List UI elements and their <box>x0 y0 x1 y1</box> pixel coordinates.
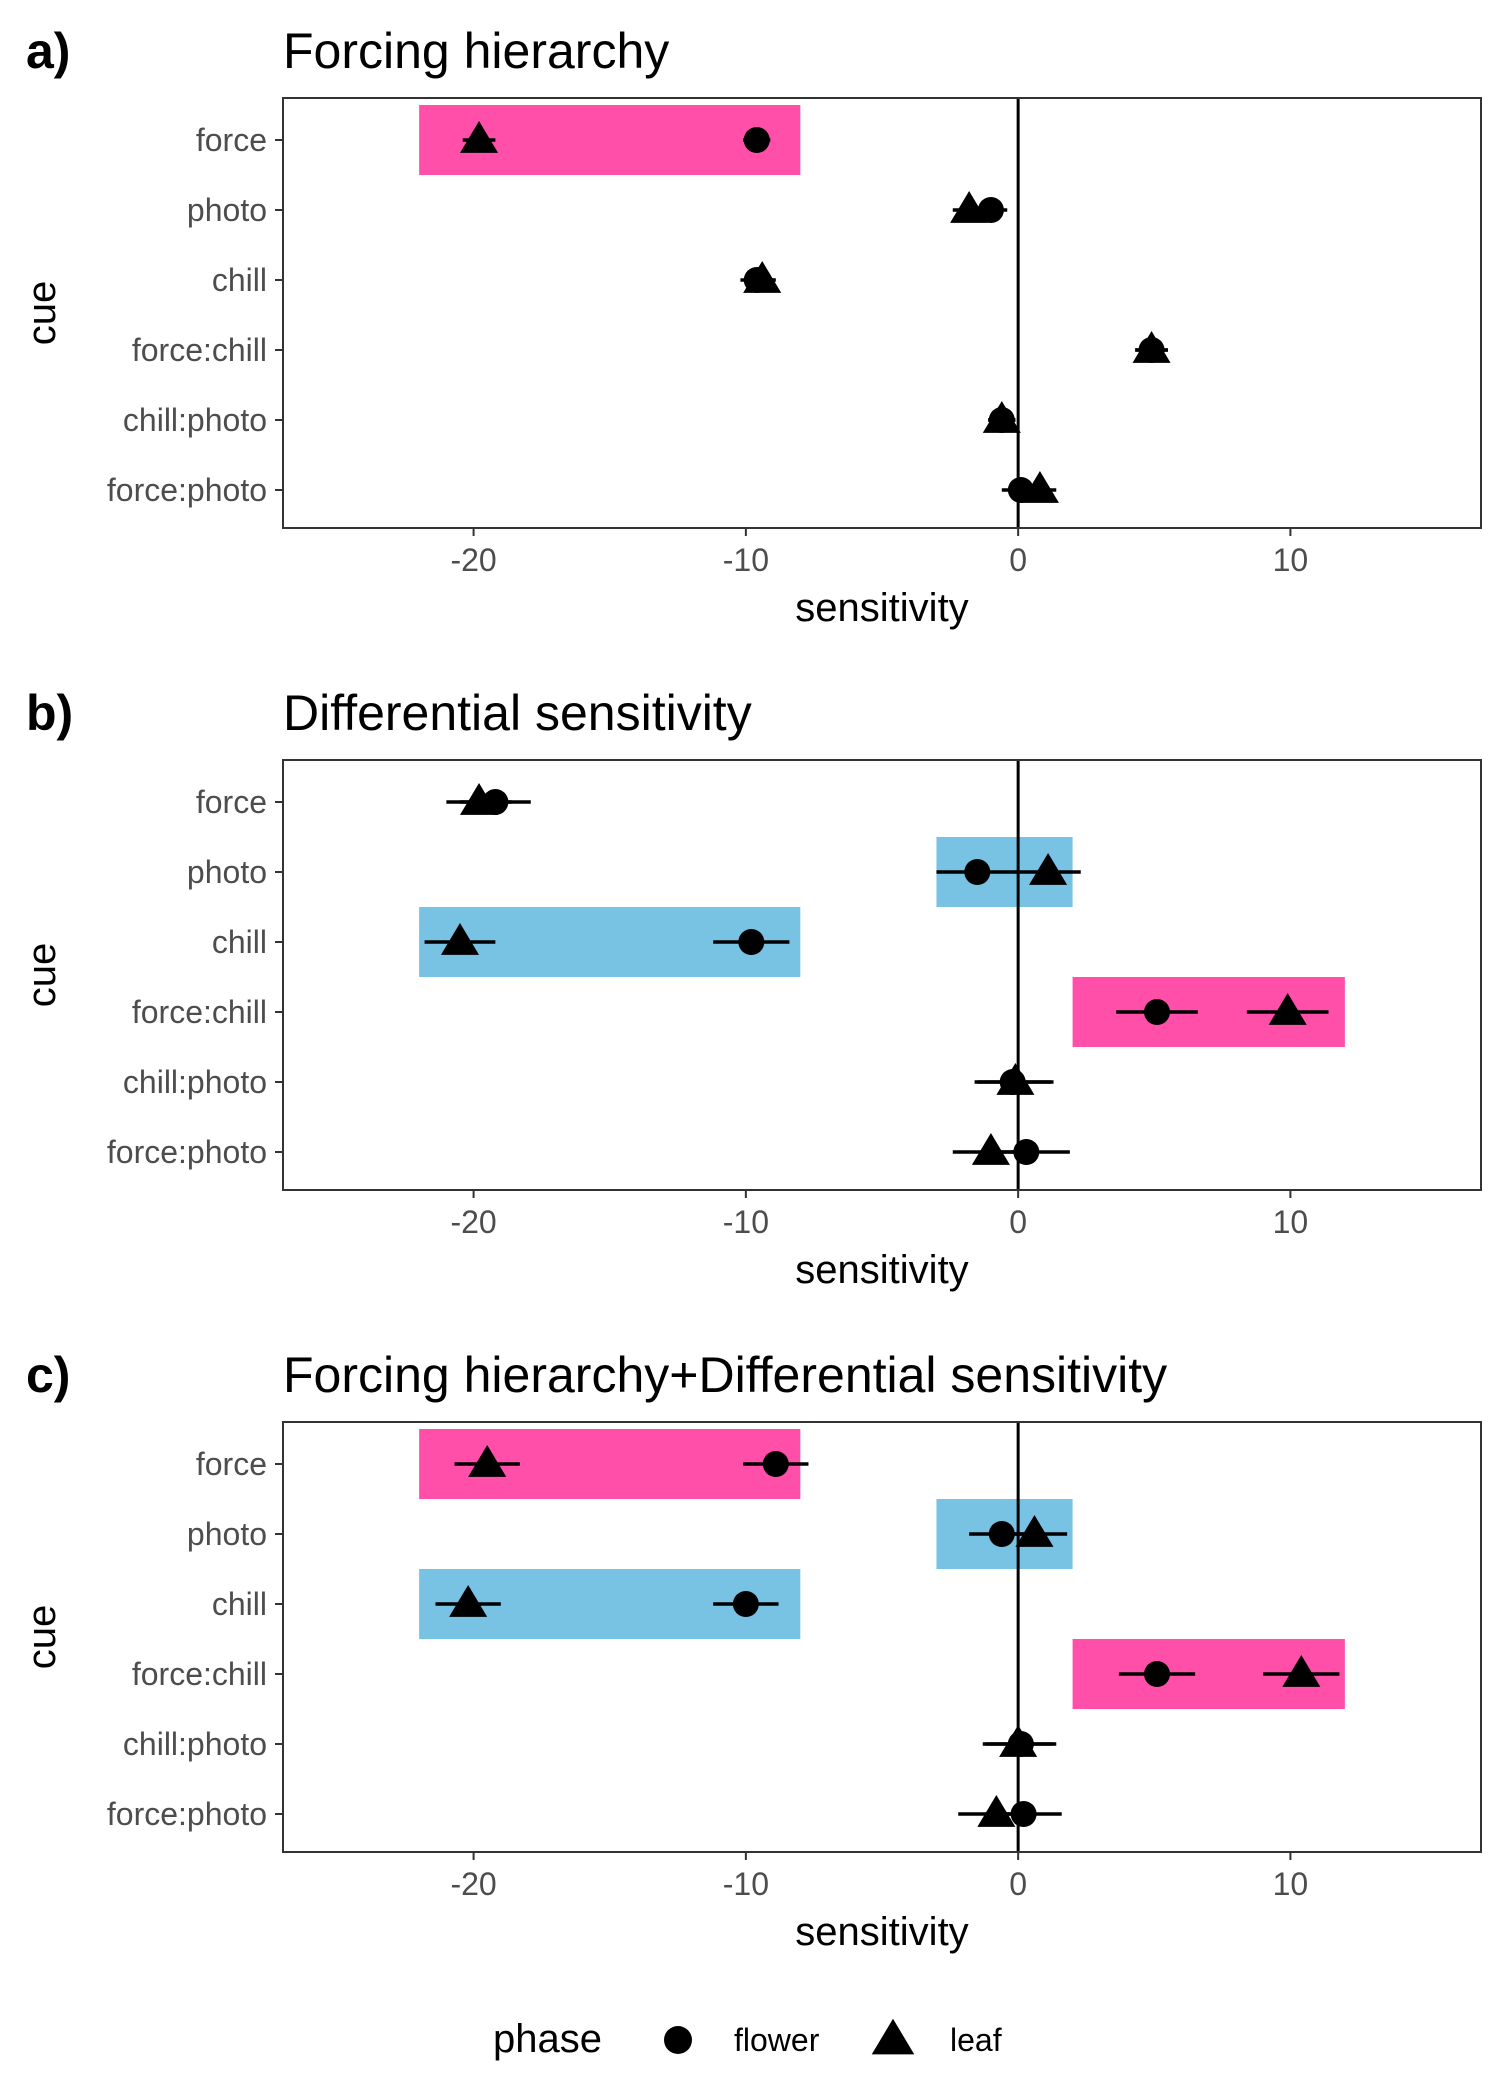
y-axis-title: cue <box>20 1605 64 1670</box>
point-leaf-force <box>459 121 499 153</box>
cue-label: force:photo <box>107 1134 267 1170</box>
point-flower-force-photo <box>1010 1801 1037 1827</box>
x-tick-label: 0 <box>1009 1866 1027 1902</box>
point-leaf-force <box>459 783 499 815</box>
point-leaf-chill-photo <box>982 401 1021 433</box>
legend-key-leaf <box>871 2018 915 2055</box>
cue-label: chill <box>212 924 267 960</box>
point-leaf-photo <box>1029 853 1068 885</box>
point-leaf-chill <box>440 923 480 955</box>
point-leaf-chill <box>743 261 782 293</box>
cue-label: force:photo <box>107 1796 267 1832</box>
legend-label-flower: flower <box>734 2022 820 2058</box>
x-tick-label: -10 <box>723 542 769 578</box>
point-leaf-force-chill <box>1132 331 1171 363</box>
panel-letter: c) <box>26 1347 70 1403</box>
panel-title: Differential sensitivity <box>283 685 752 741</box>
point-leaf-photo <box>1015 1515 1054 1547</box>
x-tick-label: -20 <box>450 1204 496 1240</box>
x-tick-label: -20 <box>450 1866 496 1902</box>
panel-title: Forcing hierarchy+Differential sensitivi… <box>283 1347 1167 1403</box>
panel-a: a) Forcing hierarchy force photo chill force:… <box>20 23 1482 630</box>
point-flower-force-chill <box>1143 1661 1170 1687</box>
point-leaf-force-chill <box>1268 993 1307 1025</box>
panel-letter: b) <box>26 685 73 741</box>
x-tick-label: 10 <box>1273 1866 1309 1902</box>
point-leaf-force-photo <box>971 1133 1010 1165</box>
x-tick-label: 0 <box>1009 542 1027 578</box>
point-leaf-chill-photo <box>996 1063 1035 1095</box>
x-tick-label: 0 <box>1009 1204 1027 1240</box>
y-axis-title: cue <box>20 943 64 1008</box>
point-flower-force-chill <box>1143 999 1170 1025</box>
cue-label: chill:photo <box>123 1726 267 1762</box>
point-leaf-force-photo <box>1020 471 1059 503</box>
x-axis-title: sensitivity <box>795 586 968 630</box>
x-tick-label: 10 <box>1273 1204 1309 1240</box>
cue-label: force:chill <box>132 994 267 1030</box>
cue-label: chill:photo <box>123 1064 267 1100</box>
cue-label: chill <box>212 1586 267 1622</box>
x-tick-label: -10 <box>723 1866 769 1902</box>
x-axis-title: sensitivity <box>795 1910 968 1954</box>
cue-label: force <box>196 1446 267 1482</box>
point-flower-chill <box>732 1591 759 1617</box>
x-tick-label: 10 <box>1273 542 1309 578</box>
cue-label: photo <box>187 854 267 890</box>
point-flower-force <box>743 127 770 153</box>
panel-border <box>282 97 1482 529</box>
point-flower-force <box>762 1451 789 1477</box>
point-leaf-chill <box>449 1585 488 1617</box>
panel-border <box>282 759 1482 1191</box>
panel-letter: a) <box>26 23 70 79</box>
x-tick-label: -20 <box>450 542 496 578</box>
point-flower-photo <box>988 1521 1015 1547</box>
x-tick-label: -10 <box>723 1204 769 1240</box>
point-flower-photo <box>977 197 1004 223</box>
cue-label: photo <box>187 1516 267 1552</box>
panel-border <box>282 1421 1482 1853</box>
panel-c: c) Forcing hierarchy+Differential sensiti… <box>20 1347 1482 1954</box>
legend-title: phase <box>493 2017 602 2061</box>
point-leaf-photo <box>950 191 989 223</box>
point-leaf-force <box>468 1445 507 1477</box>
cue-label: force <box>196 122 267 158</box>
legend-label-leaf: leaf <box>950 2022 1002 2058</box>
point-leaf-force-chill <box>1282 1655 1321 1687</box>
legend-key-flower <box>664 2026 692 2054</box>
point-flower-force-photo <box>1013 1139 1040 1165</box>
point-flower-chill <box>738 929 765 955</box>
point-flower-photo <box>964 859 991 885</box>
point-leaf-force-photo <box>977 1795 1016 1827</box>
legend: phase flower leaf <box>493 2017 1002 2061</box>
panel-b: b) Differential sensitivity force photo chil… <box>20 685 1482 1292</box>
point-leaf-chill-photo <box>999 1725 1038 1757</box>
cue-label: photo <box>187 192 267 228</box>
cue-label: force <box>196 784 267 820</box>
cue-label: chill <box>212 262 267 298</box>
y-axis-title: cue <box>20 281 64 346</box>
cue-label: force:photo <box>107 472 267 508</box>
x-axis-title: sensitivity <box>795 1248 968 1292</box>
cue-label: chill:photo <box>123 402 267 438</box>
cue-label: force:chill <box>132 332 267 368</box>
cue-label: force:chill <box>132 1656 267 1692</box>
panel-title: Forcing hierarchy <box>283 23 669 79</box>
